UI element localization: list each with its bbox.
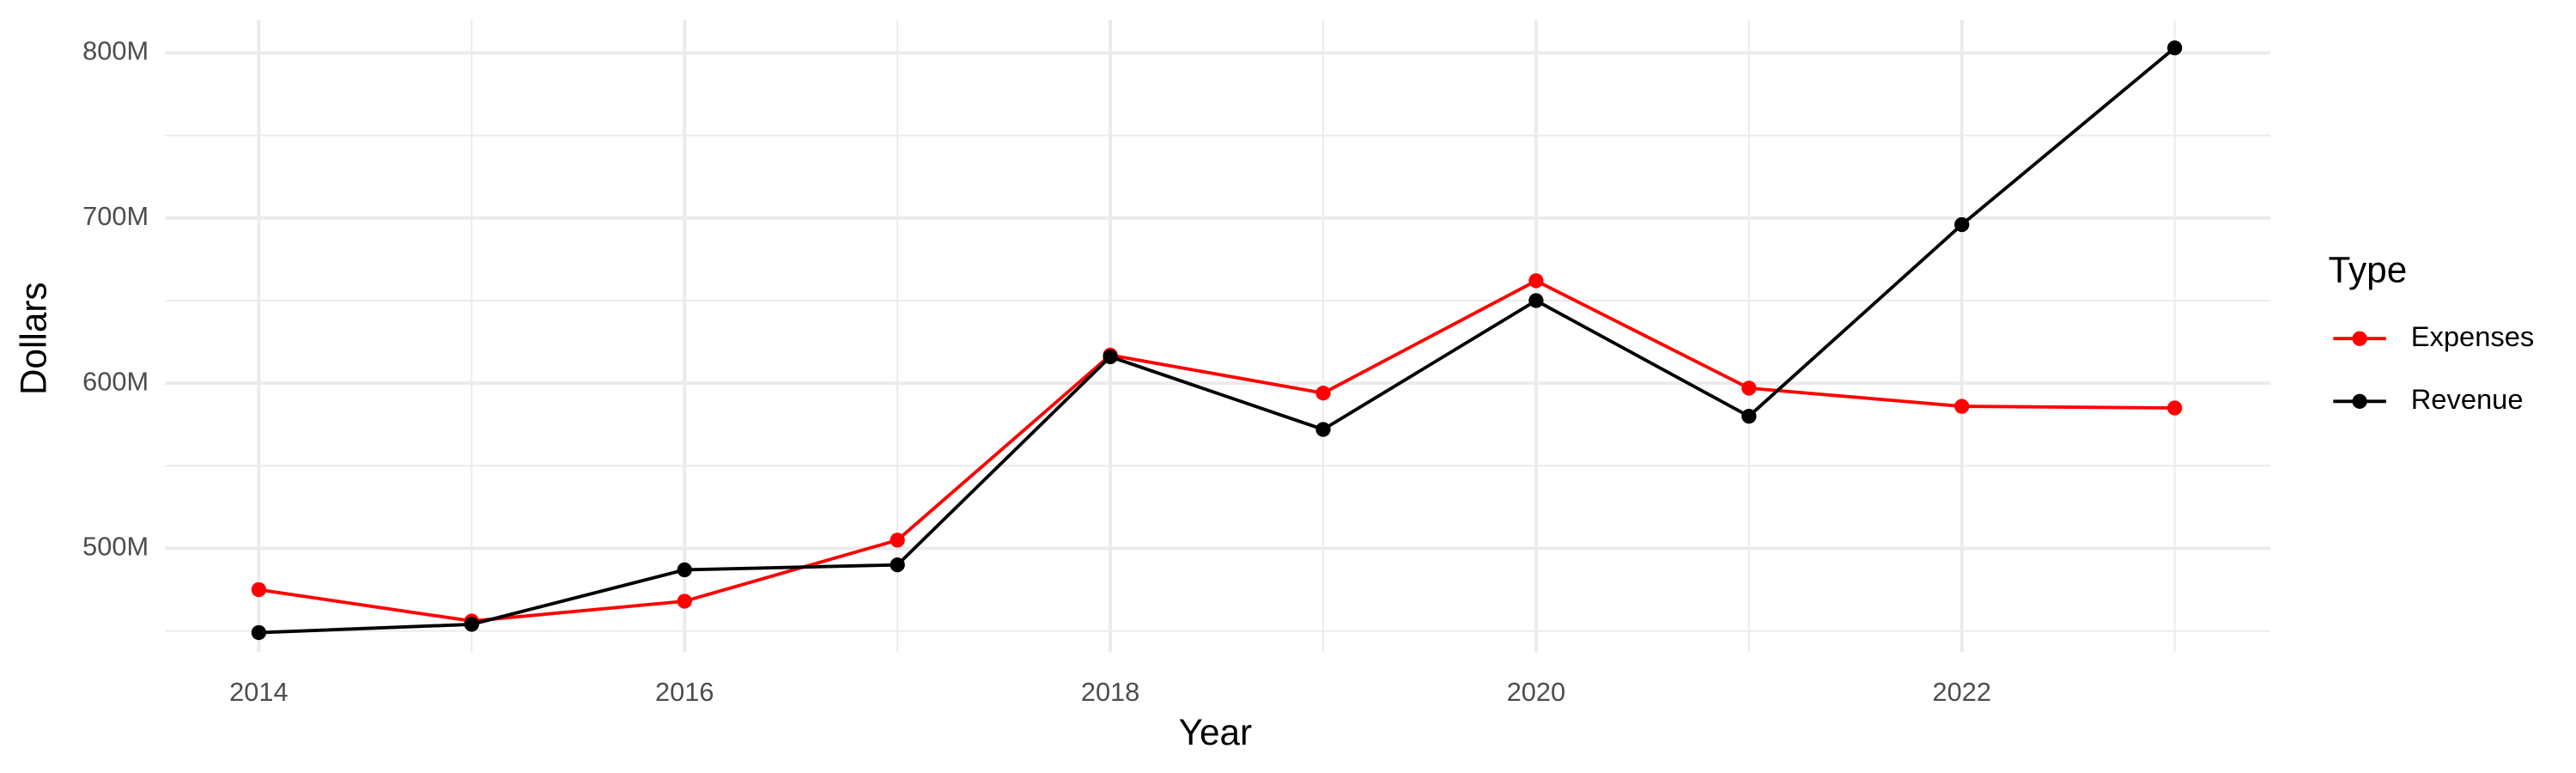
legend-title: Type [2329, 249, 2408, 289]
data-point [464, 617, 479, 632]
y-tick-label: 500M [82, 532, 149, 562]
data-point [1315, 386, 1331, 401]
data-point [1103, 349, 1118, 365]
data-point [1954, 216, 1970, 233]
x-axis-title: Year [1179, 712, 1252, 752]
legend-label: Expenses [2411, 320, 2535, 352]
data-point [251, 624, 267, 641]
data-point [2167, 400, 2183, 416]
x-tick-label: 2020 [1507, 677, 1565, 707]
x-tick-label: 2022 [1933, 677, 1991, 707]
y-axis-title: Dollars [13, 282, 53, 395]
data-point [1954, 399, 1970, 414]
x-tick-label: 2014 [229, 677, 288, 707]
legend-label: Revenue [2411, 383, 2524, 415]
x-tick-label: 2016 [655, 677, 714, 707]
data-point [2167, 40, 2183, 56]
legend-swatch-point [2352, 393, 2367, 409]
y-tick-label: 800M [82, 36, 149, 66]
y-tick-label: 600M [82, 366, 149, 396]
x-tick-label: 2018 [1081, 677, 1139, 707]
y-tick-label: 700M [82, 201, 149, 231]
data-point [1528, 273, 1544, 289]
data-point [890, 557, 905, 573]
data-point [677, 593, 692, 609]
data-point [1528, 293, 1544, 308]
data-point [677, 562, 692, 578]
series-line [258, 278, 2175, 624]
data-point [890, 533, 905, 548]
data-point [1741, 380, 1757, 396]
legend-swatch-point [2352, 331, 2367, 346]
data-point [1315, 422, 1331, 437]
data-point [251, 581, 267, 598]
series-line [258, 46, 2176, 635]
data-point [1741, 408, 1757, 424]
